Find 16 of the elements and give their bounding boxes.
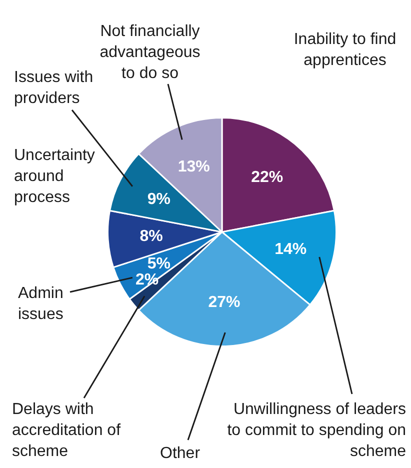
data-label: 9% <box>147 191 170 208</box>
data-label: 5% <box>147 256 170 273</box>
data-label: 27% <box>208 294 240 312</box>
slice-label: Admin issues <box>18 285 64 323</box>
slice-label: Inability to find apprentices <box>294 31 396 69</box>
data-label: 2% <box>135 272 159 289</box>
data-label: 8% <box>140 228 163 245</box>
slice-label: Unwillingness of leaders to commit to spending on scheme <box>227 401 406 460</box>
data-label: 13% <box>178 158 210 176</box>
slice-label: Issues with providers <box>14 69 94 107</box>
data-label: 14% <box>274 241 307 258</box>
slice-label: Other <box>160 445 201 462</box>
slice-label: Uncertainty around process <box>14 147 95 206</box>
data-label: 22% <box>251 168 284 186</box>
slice-label: Not financially advantageous to do so <box>100 23 200 82</box>
slice-label: Delays with accreditation of scheme <box>12 401 122 460</box>
